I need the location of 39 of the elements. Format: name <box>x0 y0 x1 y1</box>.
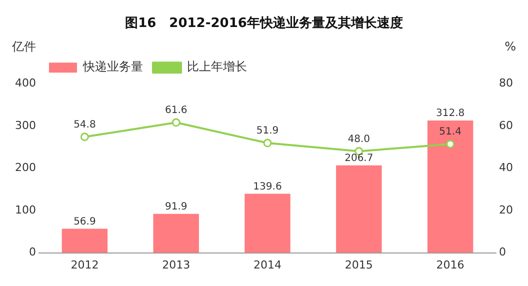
legend-label: 比上年增长 <box>186 60 247 74</box>
chart-title: 图16 2012-2016年快递业务量及其增长速度 <box>125 15 403 32</box>
x-tick-label: 2012 <box>70 258 99 272</box>
bar <box>153 214 199 253</box>
data-label: 48.0 <box>348 134 370 145</box>
data-label: 139.6 <box>253 181 282 192</box>
x-tick-label: 2015 <box>344 258 373 272</box>
y-tick-label: 0 <box>28 246 36 259</box>
y-axis-title: 亿件 <box>11 40 36 54</box>
legend-label: 快递业务量 <box>82 60 143 74</box>
y2-tick-label: 80 <box>499 76 514 90</box>
y-tick-label: 300 <box>14 118 36 132</box>
bar <box>336 165 382 253</box>
x-tick-label: 2014 <box>254 258 282 272</box>
y-tick-label: 200 <box>14 161 36 174</box>
bar <box>244 194 290 253</box>
point <box>80 132 89 142</box>
point <box>263 138 272 148</box>
data-label: 61.6 <box>164 105 188 116</box>
data-label: 91.9 <box>164 202 188 213</box>
data-label: 56.9 <box>74 216 96 228</box>
y2-tick-label: 0 <box>499 246 506 259</box>
data-label: 206.7 <box>344 152 374 164</box>
y-tick-label: 400 <box>14 76 36 90</box>
y-tick-label: 100 <box>14 203 36 216</box>
x-tick-label: 2013 <box>162 258 190 272</box>
data-label: 312.8 <box>436 108 465 120</box>
point <box>172 118 180 127</box>
point <box>446 140 455 148</box>
bar <box>62 228 108 253</box>
data-label: 51.4 <box>439 126 462 138</box>
y2-tick-label: 60 <box>499 118 514 132</box>
bar <box>427 120 474 253</box>
data-label: 51.9 <box>256 126 279 137</box>
y2-tick-label: 20 <box>499 203 514 216</box>
y2-axis-title: % <box>504 40 516 54</box>
data-label: 54.8 <box>74 119 96 130</box>
x-tick-label: 2016 <box>436 258 464 272</box>
y2-tick-label: 40 <box>499 161 514 174</box>
